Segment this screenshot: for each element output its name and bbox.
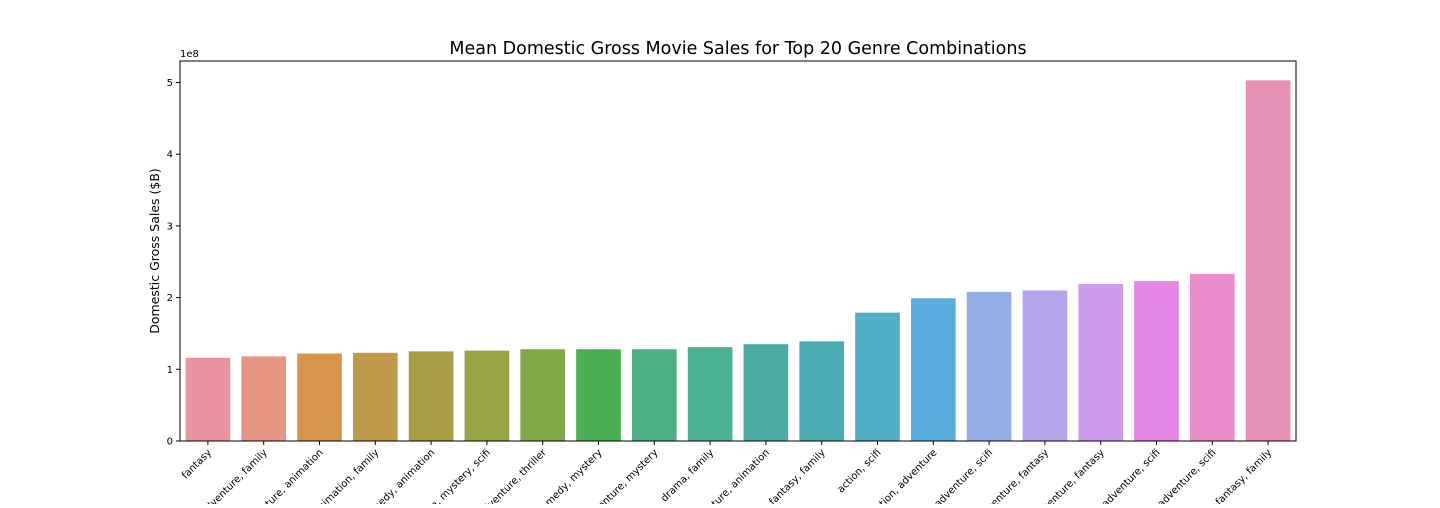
x-tick-label: action, scifi — [836, 447, 884, 495]
y-tick-label: 2 — [167, 293, 173, 304]
bar-4 — [352, 352, 398, 441]
bar-5 — [408, 351, 454, 441]
bar-17 — [1078, 283, 1124, 441]
bar-7 — [520, 349, 566, 441]
chart-title: Mean Domestic Gross Movie Sales for Top … — [449, 39, 1026, 59]
y-offset-label: 1e8 — [180, 49, 199, 60]
bar-14 — [910, 298, 956, 441]
bar-6 — [464, 350, 510, 441]
bar-8 — [576, 349, 621, 441]
y-axis-ticks: 0 1 2 3 4 5 — [167, 78, 180, 448]
y-tick-label: 4 — [167, 150, 173, 161]
bar-9 — [631, 349, 677, 441]
bar-10 — [687, 347, 733, 441]
bar-3 — [297, 353, 342, 441]
bar-18 — [1134, 281, 1179, 441]
bar-12 — [799, 341, 845, 441]
y-tick-label: 1 — [167, 365, 173, 376]
bars-group — [185, 80, 1291, 442]
bar-19 — [1189, 273, 1235, 441]
y-axis-label: Domestic Gross Sales ($B) — [147, 168, 162, 334]
plot-frame — [179, 60, 1297, 442]
x-tick-label: fantasy, family — [1214, 447, 1274, 504]
x-tick-label: adventure, scifi — [1100, 447, 1162, 504]
y-tick-label: 3 — [167, 221, 173, 232]
y-tick-label: 0 — [167, 437, 173, 448]
bar-15 — [966, 291, 1012, 441]
x-tick-label: drama, family — [659, 447, 716, 504]
bar-2 — [241, 356, 287, 441]
bar-1 — [185, 357, 231, 441]
bar-20 — [1245, 80, 1291, 442]
y-tick-label: 5 — [167, 78, 173, 89]
x-tick-label: fantasy — [180, 447, 214, 481]
bar-16 — [1022, 290, 1068, 441]
x-tick-label: adventure, scifi — [1156, 447, 1218, 504]
bar-11 — [743, 344, 789, 441]
bar-13 — [855, 312, 900, 441]
x-tick-label: adventure, scifi — [933, 447, 995, 504]
x-tick-label: fantasy, family — [767, 447, 827, 504]
